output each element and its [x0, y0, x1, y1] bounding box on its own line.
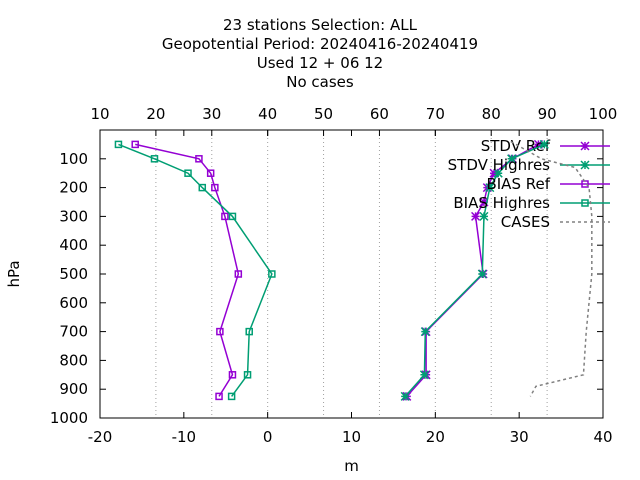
x2-tick-label: 100	[589, 105, 618, 123]
y-tick-label: 200	[59, 179, 88, 197]
bias-highres-point	[228, 212, 237, 221]
legend-marker	[580, 141, 590, 151]
bias-highres-line	[118, 143, 273, 397]
x2-tick-label: 30	[202, 105, 221, 123]
stdv-highres-point	[420, 327, 430, 337]
stdv-highres-point	[400, 391, 410, 401]
x2-tick-label: 20	[146, 105, 165, 123]
bias-ref-point	[228, 371, 237, 379]
legend-label: CASES	[501, 213, 550, 231]
y-tick-label: 700	[59, 323, 88, 341]
stdv-highres-point	[485, 183, 495, 193]
bias-highres-point	[184, 169, 192, 177]
stdv-ref-point	[533, 139, 543, 149]
x-tick-label: 30	[510, 428, 529, 446]
x-tick-label: 0	[263, 428, 273, 446]
bias-highres-point	[268, 270, 276, 278]
bias-ref-point	[216, 327, 224, 336]
y-tick-label: 600	[59, 294, 88, 312]
y-tick-label: 900	[59, 380, 88, 398]
x2-tick-label: 60	[370, 105, 389, 123]
chart-title-line-3: Used 12 + 06 12	[256, 54, 384, 72]
legend-label: STDV Highres	[448, 156, 551, 174]
x2-tick-label: 10	[90, 105, 109, 123]
y-axis-label: hPa	[5, 260, 23, 287]
stdv-ref-point	[479, 197, 489, 207]
bias-ref-point	[195, 155, 203, 163]
chart-title-line-4: No cases	[286, 73, 354, 91]
bias-ref-point	[234, 270, 243, 278]
stdv-ref-point	[471, 211, 481, 221]
stdv-highres-point	[477, 269, 487, 279]
bias-ref-point	[206, 169, 215, 177]
cases-line	[510, 140, 593, 397]
bias-ref-point	[221, 212, 229, 221]
bias-highres-point	[114, 140, 123, 149]
bias-highres-point	[198, 183, 207, 192]
legend-label: BIAS Highres	[453, 194, 550, 212]
bias-highres-point	[150, 155, 159, 163]
stdv-highres-point	[507, 154, 517, 164]
x-tick-label: -20	[88, 428, 113, 446]
x-axis-label: m	[344, 457, 359, 475]
x2-tick-label: 70	[426, 105, 445, 123]
x2-tick-label: 40	[258, 105, 277, 123]
y-tick-label: 300	[59, 207, 88, 225]
bias-ref-line	[135, 143, 240, 397]
legend-label: STDV Ref	[481, 137, 551, 155]
y-tick-label: 400	[59, 236, 88, 254]
bias-highres-point	[243, 371, 252, 379]
x2-tick-label: 80	[482, 105, 501, 123]
x-tick-label: 20	[426, 428, 445, 446]
legend-label: BIAS Ref	[486, 175, 550, 193]
bias-ref-point	[131, 140, 139, 149]
y-tick-label: 1000	[50, 409, 88, 427]
legend-marker	[580, 160, 590, 170]
x2-tick-label: 50	[314, 105, 333, 123]
x-tick-label: 40	[593, 428, 612, 446]
bias-highres-point	[245, 327, 253, 336]
stdv-ref-point	[489, 168, 499, 178]
bias-highres-point	[227, 392, 236, 401]
x2-tick-label: 90	[538, 105, 557, 123]
chart-title-line-1: 23 stations Selection: ALL	[223, 16, 417, 34]
bias-ref-point	[211, 183, 219, 192]
stdv-highres-point	[419, 370, 429, 380]
stdv-highres-point	[539, 139, 549, 149]
y-tick-label: 500	[59, 265, 88, 283]
stdv-highres-point	[479, 211, 489, 221]
legend-marker	[581, 199, 589, 207]
bias-ref-point	[215, 392, 223, 401]
stdv-ref-line	[406, 143, 539, 397]
y-tick-label: 800	[59, 351, 88, 369]
stdv-highres-point	[493, 168, 503, 178]
x-tick-label: -10	[172, 428, 197, 446]
y-tick-label: 100	[59, 150, 88, 168]
chart-title-line-2: Geopotential Period: 20240416-20240419	[161, 35, 479, 53]
x-tick-label: 10	[342, 428, 361, 446]
